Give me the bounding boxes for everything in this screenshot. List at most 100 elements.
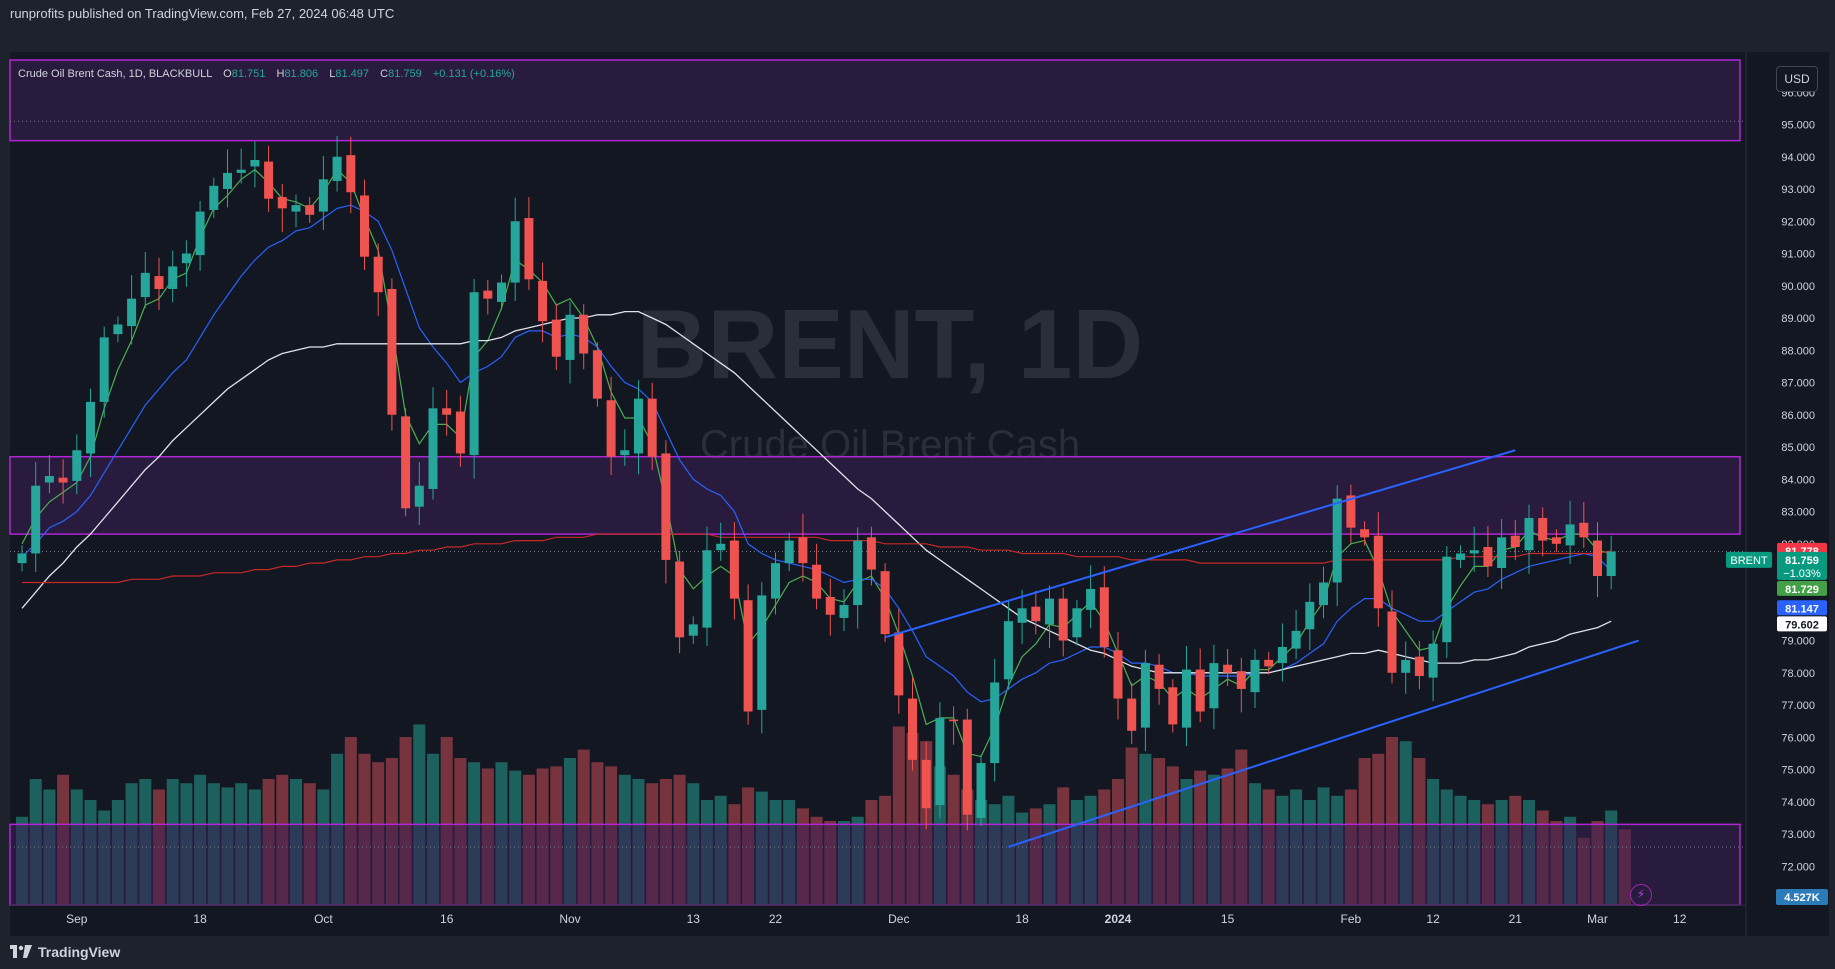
y-tick-label: 94.000 [1781, 152, 1815, 164]
candle-body [428, 408, 438, 489]
footer: TradingView [0, 936, 1835, 969]
symbol-text: Crude Oil Brent Cash, 1D, BLACKBULL [18, 68, 213, 80]
candle-body [825, 596, 835, 615]
candle-body [1099, 587, 1109, 647]
y-tick-label: 89.000 [1781, 313, 1815, 325]
candle-body [1469, 550, 1479, 554]
candle-body [1387, 611, 1397, 673]
candle-body [1045, 598, 1054, 625]
candle-body [620, 450, 630, 456]
price-tag-label: 81.759 [1785, 555, 1819, 567]
candle-body [483, 290, 493, 299]
candle-body [1086, 588, 1096, 610]
candle-body [455, 411, 465, 454]
candle-body [277, 197, 287, 209]
y-tick-label: 73.000 [1781, 829, 1815, 841]
x-tick-label: 13 [687, 912, 701, 926]
trendline [884, 449, 1516, 639]
candle-body [1551, 537, 1561, 544]
candle-body [647, 398, 657, 457]
candle-body [44, 476, 54, 483]
y-tick-label: 86.000 [1781, 410, 1815, 422]
candle-body [592, 350, 602, 399]
candle-body [318, 179, 328, 212]
candle-body [661, 453, 671, 560]
candle-body [1058, 598, 1068, 641]
candle-body [538, 280, 548, 322]
candle-body [579, 314, 589, 354]
candle-body [1031, 606, 1041, 622]
candle-body [1428, 643, 1438, 678]
candle-body [1483, 547, 1493, 567]
candle-body [1442, 556, 1452, 643]
resistance-zone [9, 59, 1741, 142]
candle-body [1346, 495, 1356, 528]
volume-tag [1776, 889, 1828, 905]
symbol-legend: Crude Oil Brent Cash, 1D, BLACKBULL O81.… [18, 68, 515, 80]
x-tick-label: 18 [1015, 912, 1029, 926]
x-tick-label: Feb [1341, 912, 1362, 926]
candle-body [976, 763, 986, 818]
candle-body [606, 400, 616, 457]
close-value: 81.759 [388, 68, 422, 80]
candle-body [497, 282, 506, 302]
price-tag-label: 81.147 [1785, 603, 1819, 615]
y-tick-label: 92.000 [1781, 216, 1815, 228]
candle-body [1360, 529, 1370, 538]
candle-body [250, 159, 260, 167]
candle-body [1401, 659, 1411, 673]
price-tag [1777, 551, 1827, 580]
candle-body [58, 477, 68, 483]
high-label: H [276, 68, 285, 80]
low-value: 81.497 [335, 68, 369, 80]
y-tick-label: 83.000 [1781, 507, 1815, 519]
candle-body [894, 632, 904, 696]
candle-body [812, 564, 822, 599]
tradingview-logo-icon [10, 945, 32, 958]
candle-body [743, 600, 753, 712]
candle-body [1373, 535, 1383, 609]
candle-body [1510, 535, 1520, 548]
candle-body [1250, 659, 1260, 693]
candle-body [784, 540, 794, 564]
currency-button[interactable]: USD [1776, 66, 1818, 92]
watermark-symbol: BRENT, 1D [637, 289, 1143, 399]
x-tick-label: 12 [1426, 912, 1440, 926]
candle-body [113, 324, 123, 335]
x-tick-label: Oct [314, 912, 333, 926]
candle-body [1291, 630, 1301, 649]
x-tick-label: 22 [769, 912, 783, 926]
candle-body [236, 169, 246, 173]
candle-body [990, 682, 1000, 764]
candle-body [880, 571, 890, 635]
candle-body [1127, 698, 1137, 731]
candle-body [771, 563, 780, 599]
y-tick-label: 74.000 [1781, 797, 1815, 809]
symbol-tag-label: BRENT [1730, 555, 1768, 567]
candle-body [305, 205, 315, 215]
candle-body [908, 698, 917, 760]
candle-body [154, 276, 164, 289]
candle-body [360, 195, 369, 257]
lightning-icon[interactable]: ⚡ [1630, 884, 1652, 906]
y-tick-label: 93.000 [1781, 184, 1815, 196]
x-tick-label: Nov [559, 912, 580, 926]
tradingview-logo[interactable]: TradingView [10, 944, 120, 960]
candle-body [181, 253, 191, 264]
candle-body [31, 485, 41, 554]
candle-body [729, 540, 739, 599]
resistance-zone [9, 823, 1741, 906]
candle-body [1305, 601, 1315, 630]
candle-body [921, 759, 931, 809]
candle-body [935, 717, 945, 806]
candle-body [387, 288, 397, 415]
moving-average-line [21, 310, 1612, 674]
moving-average-line [22, 533, 1612, 584]
candle-body [551, 319, 561, 357]
y-tick-label: 78.000 [1781, 668, 1815, 680]
x-tick-label: 2024 [1105, 912, 1132, 926]
y-tick-label: 72.000 [1781, 861, 1815, 873]
candle-body [1277, 646, 1287, 664]
price-tag [1777, 580, 1827, 596]
